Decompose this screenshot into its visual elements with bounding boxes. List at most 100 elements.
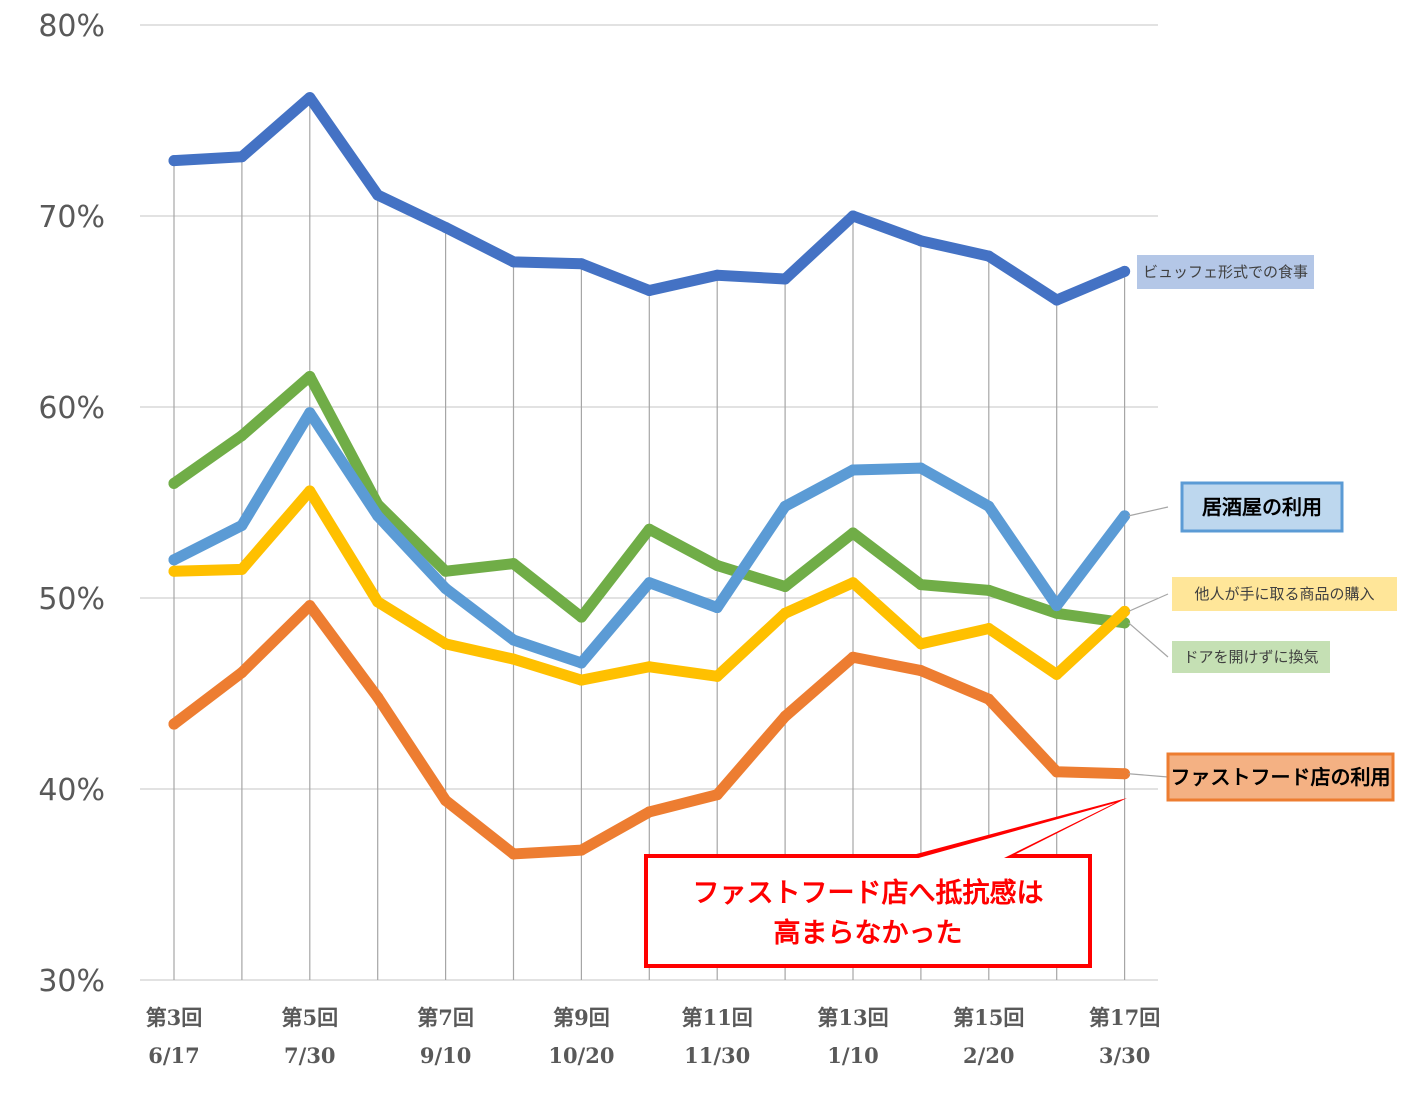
x-tick-round: 第7回 [417, 1005, 474, 1030]
y-tick-label: 30% [38, 964, 105, 999]
data-point [304, 600, 316, 612]
data-point [1051, 607, 1063, 619]
data-point [236, 519, 248, 531]
data-point [304, 370, 316, 382]
label-leader-line [1128, 506, 1169, 517]
data-point [440, 794, 452, 806]
data-point [168, 718, 180, 730]
data-point [440, 638, 452, 650]
data-point [915, 462, 927, 474]
series-labels: ファストフード店の利用 ドアを開けずに換気 他人が手に取る商品の購入 居酒屋の利用 ビュ… [1128, 255, 1397, 802]
annotation-callout: ファストフード店へ抵抗感は 高まらなかった [644, 798, 1127, 968]
callout-box [644, 854, 1092, 968]
data-point [711, 560, 723, 572]
data-point [847, 577, 859, 589]
data-point [1119, 265, 1131, 277]
series-label: 居酒屋の利用 [1202, 495, 1322, 519]
data-point [575, 674, 587, 686]
data-point [711, 670, 723, 682]
data-point [915, 638, 927, 650]
label-leader-line [1128, 773, 1169, 778]
data-point [236, 151, 248, 163]
callout-line-1: ファストフード店へ抵抗感は [693, 877, 1044, 909]
callout-pointer-inner [915, 803, 1115, 859]
data-point [440, 221, 452, 233]
callout-pointer [905, 798, 1127, 857]
data-point [779, 607, 791, 619]
label-leader-line [1128, 593, 1169, 612]
data-point [1051, 600, 1063, 612]
series-label: ドアを開けずに換気 [1183, 648, 1318, 666]
data-point [508, 256, 519, 268]
data-point [847, 651, 859, 663]
y-tick-label: 50% [38, 582, 105, 617]
x-tick-date: 7/30 [284, 1043, 336, 1068]
data-point [983, 623, 995, 635]
data-point [575, 258, 587, 270]
data-point [847, 210, 859, 222]
data-point [168, 565, 180, 577]
data-point [168, 477, 180, 489]
data-point [304, 92, 316, 104]
x-tick-date: 9/10 [420, 1043, 472, 1068]
data-point [236, 666, 248, 678]
x-axis-ticks: 第3回 6/17 第5回 7/30 第7回 9/10 第9回 10/20 第11回 11/30 第1… [146, 1005, 1161, 1068]
x-tick-round: 第17回 [1089, 1005, 1160, 1030]
series-lines [168, 92, 1131, 860]
data-point [1051, 766, 1063, 778]
x-tick-round: 第5回 [281, 1005, 338, 1030]
x-tick-date: 2/20 [963, 1043, 1015, 1068]
data-point [168, 155, 180, 167]
x-tick-date: 10/20 [548, 1043, 614, 1068]
data-point [1119, 605, 1131, 617]
series-label: ファストフード店の利用 [1171, 765, 1391, 789]
data-point [983, 693, 995, 705]
data-point [983, 584, 995, 596]
data-point [643, 806, 655, 818]
data-point [643, 523, 655, 535]
data-point [1051, 294, 1063, 306]
x-tick-date: 3/30 [1099, 1043, 1151, 1068]
data-point [711, 602, 723, 614]
series-label: 他人が手に取る商品の購入 [1194, 585, 1374, 603]
x-tick-round: 第15回 [953, 1005, 1024, 1030]
data-point [779, 273, 791, 285]
x-tick-round: 第9回 [553, 1005, 610, 1030]
data-point [508, 558, 519, 570]
data-point [236, 430, 248, 442]
data-point [779, 581, 791, 593]
series-label: ビュッフェ形式での食事 [1143, 263, 1308, 281]
data-point [779, 500, 791, 512]
y-tick-label: 40% [38, 773, 105, 808]
label-leader-line [1128, 622, 1169, 658]
data-point [643, 661, 655, 673]
data-point [575, 844, 587, 856]
data-point [372, 691, 384, 703]
data-point [440, 565, 452, 577]
y-tick-label: 80% [38, 9, 105, 44]
data-point [643, 284, 655, 296]
data-point [643, 577, 655, 589]
x-tick-date: 1/10 [827, 1043, 879, 1068]
data-point [372, 596, 384, 608]
data-point [915, 579, 927, 591]
series-label-box [1137, 255, 1314, 289]
data-point [915, 235, 927, 247]
series-label-box [1172, 577, 1397, 611]
data-point [440, 582, 452, 594]
data-point [575, 611, 587, 623]
data-point [304, 407, 316, 419]
data-point [1051, 668, 1063, 680]
data-point [372, 510, 384, 522]
data-point [847, 527, 859, 539]
x-tick-date: 6/17 [148, 1043, 200, 1068]
series-line [168, 92, 1131, 306]
data-point [575, 657, 587, 669]
data-point [1119, 510, 1131, 522]
data-point [1119, 768, 1131, 780]
data-point [168, 554, 180, 566]
data-point [915, 665, 927, 677]
series-label-box [1172, 641, 1330, 673]
x-tick-date: 11/30 [684, 1043, 750, 1068]
